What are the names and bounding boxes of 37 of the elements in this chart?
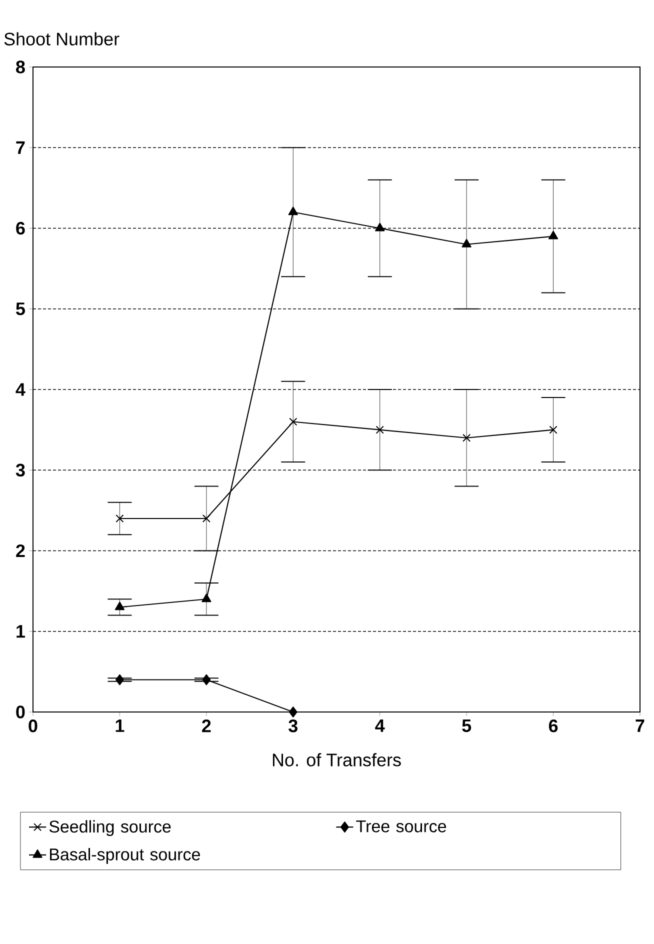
x-tick-label: 3	[288, 720, 298, 732]
point	[288, 706, 298, 718]
point	[462, 238, 472, 248]
y-tick-label: 8	[16, 60, 25, 74]
point	[548, 230, 558, 240]
point	[202, 594, 212, 602]
x-tick-label: 4	[375, 720, 385, 732]
point	[549, 426, 558, 434]
x-tick-label: 6	[548, 720, 558, 732]
y-tick-label: 7	[16, 141, 25, 154]
point	[375, 222, 385, 232]
legend-label: Basal-sprout source	[50, 848, 200, 864]
x-tick-label: 1	[116, 720, 124, 732]
point	[289, 418, 298, 426]
y-tick-label: 4	[16, 383, 26, 396]
y-tick-label: 1	[16, 625, 25, 638]
x-tick-label: 5	[462, 720, 472, 732]
point	[202, 514, 210, 523]
x-axis-title: No. of Transfers	[272, 753, 401, 766]
x-tick-label: 0	[28, 720, 38, 732]
y-axis-title: Shoot Number	[4, 32, 120, 46]
point	[288, 206, 298, 216]
point	[114, 602, 125, 610]
y-tick-label: 3	[16, 464, 25, 477]
y-tick-label: 6	[16, 222, 25, 235]
point	[115, 674, 124, 686]
point	[376, 426, 384, 434]
y-tick-label: 0	[16, 706, 25, 718]
point	[116, 514, 124, 523]
x-tick-label: 2	[202, 720, 211, 732]
point	[202, 674, 211, 686]
legend-label: Seedling source	[49, 820, 171, 836]
y-tick-label: 5	[16, 302, 25, 316]
y-tick-label: 2	[16, 544, 25, 558]
point	[462, 434, 471, 442]
legend-label: Tree source	[356, 820, 446, 832]
x-tick-label: 7	[636, 720, 644, 732]
